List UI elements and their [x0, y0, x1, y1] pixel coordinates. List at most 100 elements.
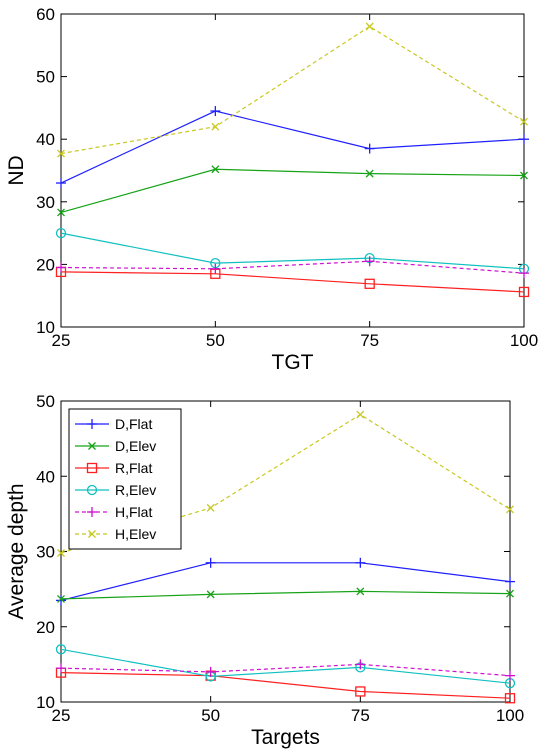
- legend-item-r-elev-marker-shape: [86, 484, 98, 496]
- series-h-elev-point-b: [57, 549, 65, 557]
- legend-item-r-flat-marker-shape: [86, 462, 98, 474]
- series-d-elev-point: [506, 589, 514, 598]
- series-r-flat: [55, 266, 530, 298]
- series-d-elev-point-b: [57, 594, 65, 603]
- series-r-elev-point-shape: [55, 644, 67, 655]
- x-tick-label: 75: [351, 706, 370, 725]
- y-tick-label: 30: [36, 543, 55, 562]
- y-tick-label: 40: [36, 467, 55, 486]
- legend-item-h-flat: H,Flat: [75, 504, 152, 520]
- series-d-flat-point: [355, 557, 366, 568]
- series-h-elev-point-b: [506, 505, 514, 514]
- y-tick-label: 30: [36, 193, 55, 212]
- series-h-elev-point: [365, 22, 374, 31]
- series-d-flat-line: [60, 110, 525, 184]
- series-h-flat-point: [355, 659, 366, 670]
- series-h-flat-point: [364, 256, 375, 267]
- series-d-elev-point-b: [211, 165, 220, 174]
- series-d-flat: [56, 557, 515, 606]
- series-h-elev-point-b: [206, 503, 215, 512]
- x-tick-label: 75: [360, 331, 379, 350]
- series-r-flat-point-shape: [518, 286, 530, 298]
- series-h-flat-line: [60, 663, 511, 677]
- series-h-elev: [57, 22, 528, 158]
- series-d-elev-point-b: [356, 587, 365, 596]
- series-r-flat-point-shape: [355, 686, 366, 697]
- series-r-flat-point-shape: [504, 693, 516, 704]
- x-tick-label: 100: [496, 706, 524, 725]
- series-h-flat: [56, 659, 515, 681]
- legend-item-d-flat-label: D,Flat: [115, 416, 152, 432]
- series-h-elev-point: [506, 505, 514, 514]
- series-h-flat-point: [205, 666, 216, 677]
- legend-item-d-elev-label: D,Elev: [115, 438, 156, 454]
- legend-item-h-flat-marker: [87, 507, 97, 517]
- series-d-elev-point: [211, 165, 220, 174]
- series-r-elev: [55, 227, 530, 274]
- series-h-flat-point: [56, 663, 66, 674]
- legend-item-r-elev-marker: [86, 484, 98, 496]
- x-tick-label: 25: [52, 706, 71, 725]
- series-d-flat-point: [210, 106, 221, 117]
- series-h-elev-point-b: [211, 122, 220, 131]
- y-tick-label: 20: [36, 255, 55, 274]
- y-tick-label: 10: [36, 318, 55, 337]
- series-h-elev-point: [57, 549, 65, 557]
- chart-nd-vs-tgt: 25 50 75 100 10 20 30 40 50 60 TGT ND: [5, 5, 538, 374]
- series-d-flat-point: [56, 178, 66, 189]
- y-axis-label: Average depth: [5, 483, 28, 619]
- series-r-elev-line: [60, 232, 525, 270]
- series-d-flat: [56, 106, 529, 189]
- series-h-elev-point-b: [520, 117, 528, 126]
- chart-average-depth-vs-targets: 25 50 75 100 10 20 30 40 50 Targets Average depth D…: [5, 392, 524, 749]
- x-tick-label: 50: [206, 331, 225, 350]
- series-h-elev-point: [356, 410, 365, 419]
- series-r-flat-point: [355, 686, 366, 697]
- series-r-flat-point: [504, 693, 516, 704]
- x-tick-label: 25: [52, 331, 71, 350]
- series-d-elev-point: [206, 590, 215, 599]
- legend-item-r-flat: R,Flat: [75, 460, 152, 476]
- legend-item-r-elev: R,Elev: [75, 482, 156, 498]
- series-d-elev-point: [365, 169, 374, 178]
- legend-item-d-elev-marker-b: [88, 442, 96, 450]
- legend-frame: [68, 408, 182, 550]
- series-d-elev: [57, 165, 528, 217]
- series-d-elev-point-b: [57, 208, 65, 217]
- y-tick-label: 10: [36, 693, 55, 712]
- x-axis-label: TGT: [272, 351, 314, 374]
- legend-item-r-flat-label: R,Flat: [115, 460, 152, 476]
- legend-item-r-elev-label: R,Elev: [115, 482, 156, 498]
- series-r-elev-point-shape: [55, 227, 67, 239]
- series-h-elev-line: [60, 25, 525, 155]
- series-d-elev-point-b: [506, 589, 514, 598]
- series-h-flat: [56, 256, 529, 279]
- series-d-elev-point: [57, 208, 65, 217]
- series-d-elev-point-b: [206, 590, 215, 599]
- series-h-elev-point: [206, 503, 215, 512]
- series-d-elev-point: [57, 594, 65, 603]
- legend-item-h-elev: H,Elev: [75, 526, 156, 542]
- series-d-elev-point-b: [365, 169, 374, 178]
- series-r-flat-point: [518, 286, 530, 298]
- series-r-flat: [55, 667, 516, 704]
- legend-item-h-elev-marker: [88, 530, 96, 538]
- legend-item-r-flat-marker: [86, 462, 98, 474]
- series-r-flat-line: [60, 672, 511, 699]
- series-h-flat-line: [60, 260, 525, 274]
- series-d-flat-line: [60, 562, 511, 601]
- series-h-elev-point-b: [356, 410, 365, 419]
- y-tick-label: 60: [36, 5, 55, 24]
- legend-item-d-elev-marker: [88, 442, 96, 450]
- series-h-flat-point: [505, 670, 515, 681]
- y-tick-label: 40: [36, 130, 55, 149]
- y-axis-label: ND: [5, 155, 28, 185]
- legend-item-h-elev-marker-b: [88, 530, 96, 538]
- legend-item-d-flat: D,Flat: [75, 416, 152, 432]
- legend-item-d-flat-marker: [87, 419, 97, 429]
- series-h-elev-point: [520, 117, 528, 126]
- series-h-elev-point-b: [365, 22, 374, 31]
- series-d-flat-point: [56, 595, 66, 606]
- series-r-flat-point: [364, 278, 375, 289]
- series-d-flat-point: [364, 143, 375, 154]
